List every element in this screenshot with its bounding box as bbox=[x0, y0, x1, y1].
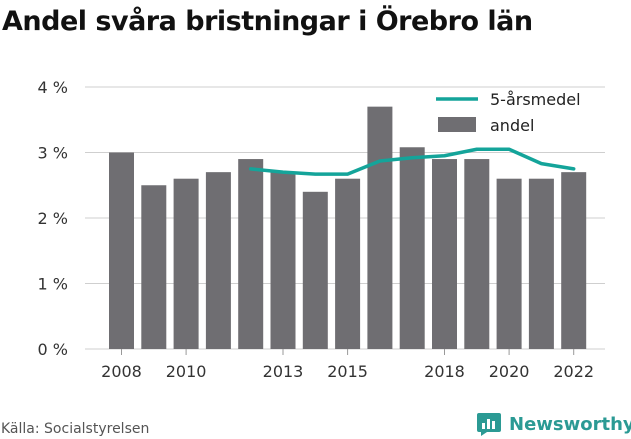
y-tick-label: 1 % bbox=[38, 275, 68, 294]
legend-bar-swatch bbox=[438, 117, 476, 132]
x-tick-label: 2013 bbox=[263, 362, 304, 381]
x-tick-label: 2020 bbox=[489, 362, 530, 381]
bar bbox=[173, 178, 199, 349]
chart-title: Andel svåra bristningar i Örebro län bbox=[2, 6, 533, 37]
y-tick-label: 3 % bbox=[38, 144, 68, 163]
x-tick-label: 2015 bbox=[327, 362, 368, 381]
bar bbox=[141, 185, 167, 349]
source-note: Källa: Socialstyrelsen bbox=[1, 421, 150, 437]
bar bbox=[432, 159, 457, 349]
legend: 5-årsmedel andel bbox=[436, 90, 581, 135]
legend-label-line: 5-årsmedel bbox=[490, 90, 581, 109]
bar bbox=[561, 172, 587, 349]
x-tick-label: 2018 bbox=[424, 362, 465, 381]
bar bbox=[367, 106, 393, 350]
bar bbox=[238, 159, 264, 349]
line-series bbox=[248, 147, 576, 176]
brand-logo: Newsworthy bbox=[476, 410, 631, 438]
bar bbox=[302, 191, 328, 349]
y-tick-label: 0 % bbox=[38, 340, 68, 359]
bar bbox=[205, 172, 231, 349]
brand-name: Newsworthy bbox=[509, 413, 631, 435]
bar bbox=[270, 172, 296, 349]
bar bbox=[496, 178, 522, 349]
bar bbox=[528, 178, 554, 349]
bar bbox=[464, 159, 490, 349]
y-axis-labels: 0 % 1 % 2 % 3 % 4 % bbox=[38, 78, 68, 359]
bar bbox=[399, 147, 425, 349]
y-tick-label: 2 % bbox=[38, 209, 68, 228]
legend-label-bar: andel bbox=[490, 116, 534, 135]
x-axis-labels: 2008 2010 2013 2015 2018 2020 2022 bbox=[101, 349, 594, 381]
y-tick-label: 4 % bbox=[38, 78, 68, 97]
five-year-average-line bbox=[248, 147, 576, 176]
bar bbox=[109, 152, 134, 349]
bar bbox=[335, 178, 361, 349]
newsworthy-logo-icon bbox=[477, 413, 501, 436]
x-tick-label: 2010 bbox=[166, 362, 207, 381]
x-tick-label: 2022 bbox=[553, 362, 594, 381]
x-tick-label: 2008 bbox=[101, 362, 142, 381]
bars bbox=[109, 106, 587, 350]
